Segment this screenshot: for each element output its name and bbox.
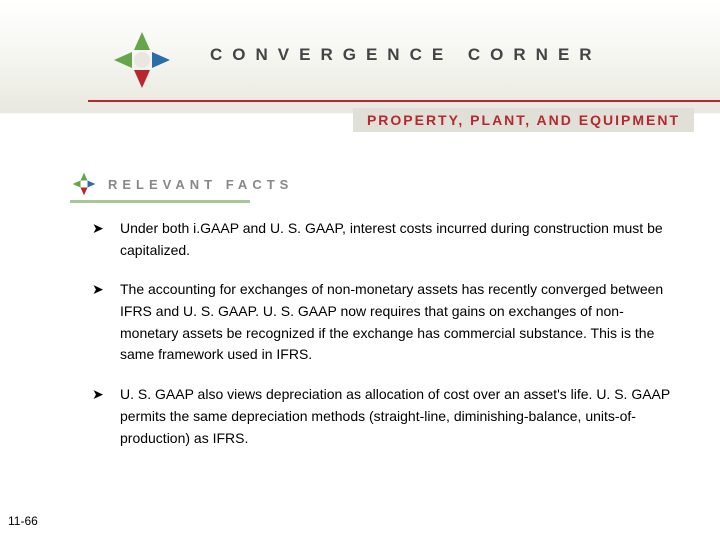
list-item: ➤ Under both i.GAAP and U. S. GAAP, inte…: [92, 218, 680, 261]
section-logo-icon: [70, 170, 98, 198]
section-header: RELEVANT FACTS: [70, 170, 293, 198]
bullet-marker-icon: ➤: [92, 218, 120, 239]
header-subtitle: PROPERTY, PLANT, AND EQUIPMENT: [353, 108, 694, 132]
bullet-text: The accounting for exchanges of non-mone…: [120, 279, 680, 366]
list-item: ➤ The accounting for exchanges of non-mo…: [92, 279, 680, 366]
header-band: CONVERGENCE CORNER PROPERTY, PLANT, AND …: [0, 0, 720, 150]
bullet-text: Under both i.GAAP and U. S. GAAP, intere…: [120, 218, 680, 261]
list-item: ➤ U. S. GAAP also views depreciation as …: [92, 384, 680, 449]
bullet-marker-icon: ➤: [92, 279, 120, 300]
bullet-marker-icon: ➤: [92, 384, 120, 405]
bullet-list: ➤ Under both i.GAAP and U. S. GAAP, inte…: [92, 218, 680, 467]
brand-title: CONVERGENCE CORNER: [210, 45, 602, 65]
header-rule: [88, 100, 720, 102]
convergence-logo-icon: [110, 28, 174, 92]
section-underline: [70, 200, 250, 203]
bullet-text: U. S. GAAP also views depreciation as al…: [120, 384, 680, 449]
section-label: RELEVANT FACTS: [108, 177, 293, 192]
page-number: 11-66: [8, 514, 38, 528]
